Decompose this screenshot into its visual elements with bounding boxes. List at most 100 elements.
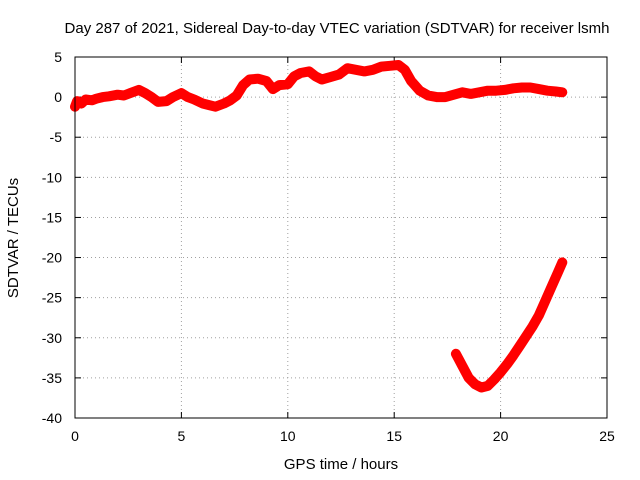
data-point bbox=[317, 75, 326, 84]
data-point bbox=[190, 95, 199, 104]
data-point bbox=[543, 86, 552, 95]
data-point bbox=[262, 77, 271, 86]
y-tick-label: -10 bbox=[42, 169, 62, 185]
data-point bbox=[232, 91, 241, 100]
data-point bbox=[451, 349, 460, 358]
x-tick-label: 15 bbox=[386, 428, 402, 444]
data-point bbox=[275, 81, 284, 90]
series-band bbox=[450, 257, 568, 393]
series-band bbox=[70, 60, 568, 112]
data-point bbox=[73, 97, 82, 106]
data-point bbox=[517, 83, 526, 92]
data-point bbox=[119, 91, 128, 100]
data-point bbox=[558, 88, 567, 97]
data-point bbox=[394, 61, 403, 70]
data-point bbox=[268, 85, 277, 94]
data-point bbox=[168, 93, 177, 102]
y-tick-label: 5 bbox=[54, 49, 62, 65]
data-point bbox=[464, 373, 473, 382]
y-tick-label: -20 bbox=[42, 250, 62, 266]
data-point bbox=[245, 75, 254, 84]
data-point bbox=[177, 89, 186, 98]
data-point bbox=[219, 99, 228, 108]
data-point bbox=[526, 83, 535, 92]
data-point bbox=[558, 258, 567, 267]
data-point bbox=[226, 96, 235, 105]
data-point bbox=[449, 90, 458, 99]
x-tick-label: 20 bbox=[493, 428, 509, 444]
data-point bbox=[432, 93, 441, 102]
data-point bbox=[88, 96, 97, 105]
data-point bbox=[509, 351, 518, 360]
data-point bbox=[351, 65, 360, 74]
data-point bbox=[522, 332, 531, 341]
data-point bbox=[126, 89, 135, 98]
data-point bbox=[441, 93, 450, 102]
x-tick-label: 0 bbox=[71, 428, 79, 444]
data-point bbox=[290, 72, 299, 81]
data-point bbox=[134, 85, 143, 94]
data-point bbox=[490, 375, 499, 384]
x-axis-label: GPS time / hours bbox=[284, 456, 398, 473]
data-point bbox=[377, 62, 386, 71]
data-layer bbox=[70, 60, 568, 393]
plot-frame bbox=[74, 56, 608, 419]
data-point bbox=[534, 311, 543, 320]
data-point bbox=[205, 101, 214, 110]
y-tick-label: 0 bbox=[54, 89, 62, 105]
data-point bbox=[183, 93, 192, 102]
data-point bbox=[415, 86, 424, 95]
data-point bbox=[141, 89, 150, 98]
data-point bbox=[211, 102, 220, 111]
data-point bbox=[326, 73, 335, 82]
data-point bbox=[424, 91, 433, 100]
y-axis-label: SDTVAR / TECUs bbox=[5, 178, 22, 298]
data-point bbox=[305, 67, 314, 76]
data-point bbox=[296, 69, 305, 78]
data-point bbox=[105, 92, 114, 101]
y-tick-label: -35 bbox=[42, 370, 62, 386]
data-point bbox=[254, 74, 263, 83]
data-point bbox=[162, 97, 171, 106]
data-point bbox=[385, 61, 394, 70]
x-tick-label: 5 bbox=[178, 428, 186, 444]
data-point bbox=[500, 85, 509, 94]
series-main-band bbox=[70, 60, 568, 112]
data-point bbox=[407, 77, 416, 86]
y-tick-label: -40 bbox=[42, 410, 62, 426]
data-point bbox=[458, 88, 467, 97]
y-tick-label: -30 bbox=[42, 330, 62, 346]
data-point bbox=[547, 282, 556, 291]
data-point bbox=[343, 64, 352, 73]
data-point bbox=[509, 84, 518, 93]
data-point bbox=[334, 70, 343, 79]
data-point bbox=[471, 380, 480, 389]
y-tick-label: -5 bbox=[50, 129, 63, 145]
data-point bbox=[360, 67, 369, 76]
y-tick-label: -15 bbox=[42, 209, 62, 225]
chart-title: Day 287 of 2021, Sidereal Day-to-day VTE… bbox=[65, 20, 610, 37]
data-point bbox=[515, 341, 524, 350]
data-point bbox=[483, 86, 492, 95]
data-point bbox=[153, 97, 162, 106]
data-point bbox=[368, 65, 377, 74]
data-point bbox=[198, 99, 207, 108]
y-tick-label: -25 bbox=[42, 290, 62, 306]
data-point bbox=[147, 93, 156, 102]
data-point bbox=[283, 80, 292, 89]
data-point bbox=[492, 86, 501, 95]
data-point bbox=[400, 65, 409, 74]
data-point bbox=[528, 322, 537, 331]
data-point bbox=[77, 99, 86, 108]
tick-layer: 0 5 10 15 20 25 5 0 -5 -10 -15 -20 -25 -30 -35 -40 bbox=[42, 49, 615, 444]
data-point bbox=[458, 361, 467, 370]
data-point bbox=[92, 94, 101, 103]
data-point bbox=[311, 72, 320, 81]
series-low-curve bbox=[450, 257, 568, 393]
x-tick-label: 10 bbox=[280, 428, 296, 444]
grid-layer bbox=[75, 57, 607, 418]
data-point bbox=[554, 267, 563, 276]
data-point bbox=[534, 85, 543, 94]
data-point bbox=[466, 89, 475, 98]
